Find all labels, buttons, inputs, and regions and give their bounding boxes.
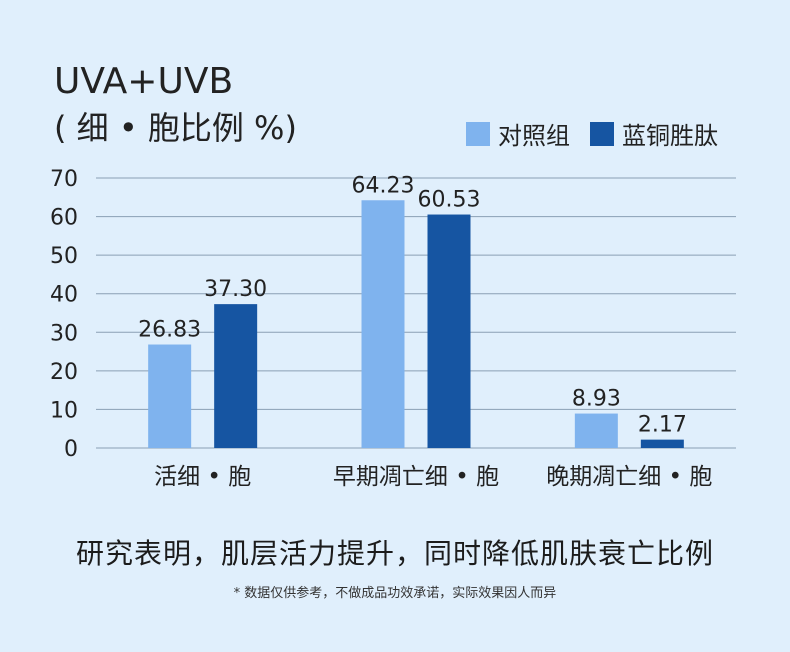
- y-tick-label: 20: [50, 360, 78, 385]
- y-tick-label: 10: [50, 398, 78, 423]
- bar: [214, 304, 258, 448]
- bar: [640, 439, 684, 448]
- y-tick-label: 0: [64, 437, 78, 462]
- chart-title: UVA+UVB: [54, 61, 234, 102]
- legend-swatch-peptide: [590, 121, 614, 146]
- y-tick-label: 50: [50, 244, 78, 269]
- x-tick-label: 晚期凋亡细 • 胞: [546, 464, 712, 490]
- legend-label-peptide: 蓝铜胜肽: [622, 122, 718, 150]
- data-label: 2.17: [638, 413, 687, 438]
- data-label: 60.53: [418, 188, 481, 213]
- data-label: 64.23: [352, 173, 415, 198]
- y-tick-label: 30: [50, 321, 78, 346]
- y-tick-label: 60: [50, 206, 78, 231]
- legend-swatch-control: [466, 121, 490, 146]
- bar: [148, 344, 192, 448]
- y-tick-label: 40: [50, 283, 78, 308]
- data-label: 26.83: [138, 318, 201, 343]
- bar: [361, 200, 405, 448]
- bar: [574, 413, 618, 448]
- bar: [427, 214, 471, 448]
- x-tick-label: 活细 • 胞: [154, 464, 251, 490]
- legend-item-peptide: 蓝铜胜肽: [590, 116, 718, 151]
- chart-subtitle: ( 细 • 胞比例 %): [54, 109, 297, 147]
- data-label: 37.30: [204, 277, 267, 302]
- legend-label-control: 对照组: [498, 122, 570, 150]
- data-label: 8.93: [572, 387, 621, 412]
- footnote: * 数据仅供参考，不做成品功效承诺，实际效果因人而异: [233, 586, 557, 601]
- y-tick-label: 70: [50, 167, 78, 192]
- legend: 对照组 蓝铜胜肽: [466, 116, 718, 151]
- legend-item-control: 对照组: [466, 116, 570, 151]
- x-tick-label: 早期凋亡细 • 胞: [333, 464, 499, 490]
- headline: 研究表明，肌层活力提升，同时降低肌肤衰亡比例: [75, 537, 714, 570]
